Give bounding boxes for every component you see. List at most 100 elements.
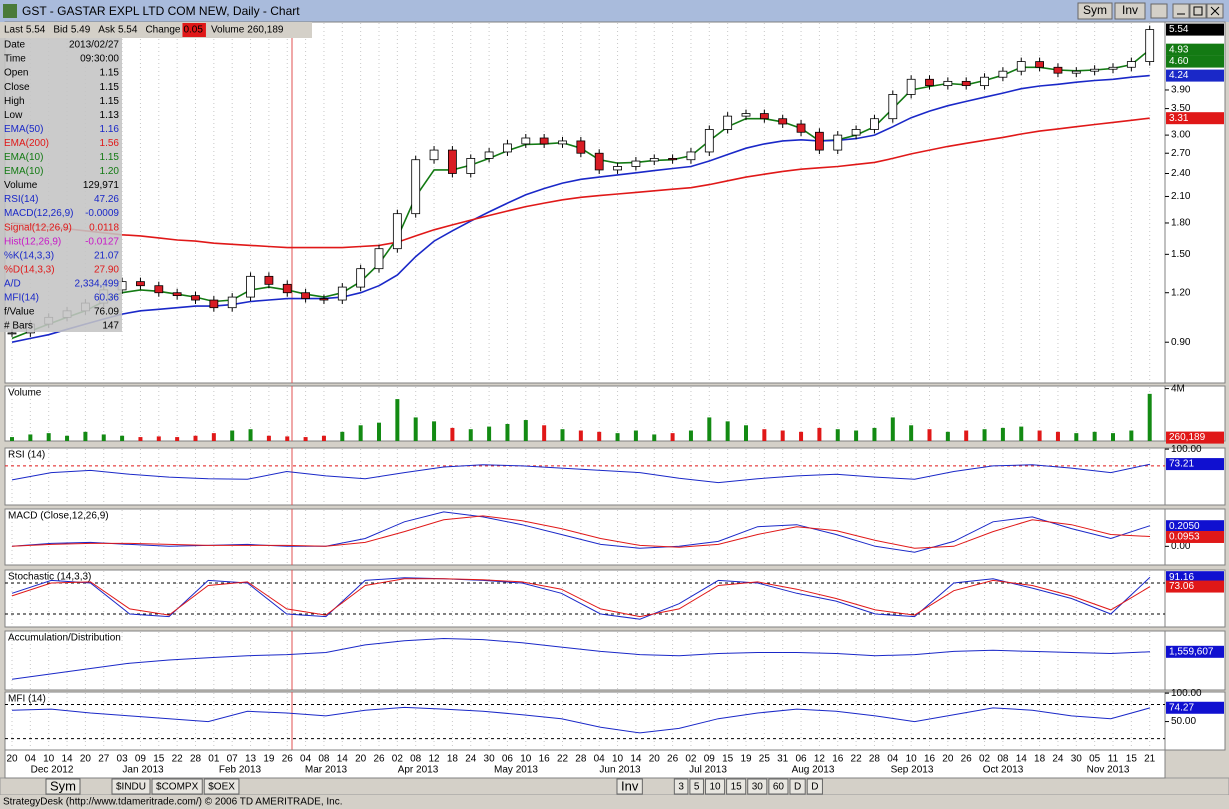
tab-label[interactable]: D xyxy=(811,782,818,793)
volume-bar xyxy=(10,437,14,441)
quote-label: Last xyxy=(4,25,23,36)
volume-bar xyxy=(28,434,33,441)
title-bar xyxy=(0,0,1229,22)
tab-label[interactable]: D xyxy=(794,782,801,793)
tab-label[interactable]: 15 xyxy=(731,782,743,793)
info-value: 1.20 xyxy=(100,166,120,177)
value-box xyxy=(1166,458,1224,471)
x-tick-label: 10 xyxy=(43,754,55,765)
x-tick-label: 26 xyxy=(667,754,679,765)
volume-bar xyxy=(817,427,822,441)
tab-label[interactable]: 60 xyxy=(773,782,785,793)
candle xyxy=(484,151,494,159)
tab[interactable] xyxy=(704,778,726,795)
tab[interactable] xyxy=(726,778,747,795)
volume-bar xyxy=(230,430,235,441)
candle xyxy=(282,283,292,294)
candle xyxy=(870,118,879,130)
axis-bg xyxy=(1164,447,1226,506)
x-tick-label: 20 xyxy=(355,754,367,765)
x-tick-label: 15 xyxy=(722,754,734,765)
tab-label[interactable]: 5 xyxy=(694,782,700,793)
tab-label[interactable]: 30 xyxy=(752,782,764,793)
candle xyxy=(943,80,953,87)
inv-button-label[interactable]: Inv xyxy=(1122,3,1138,17)
info-value: 1.15 xyxy=(100,82,120,93)
tab[interactable] xyxy=(45,778,81,795)
info-value: 2013/02/27 xyxy=(69,40,119,51)
tab-label[interactable]: 10 xyxy=(709,782,721,793)
quote-value: 5.54 xyxy=(118,25,138,36)
inv-button[interactable] xyxy=(1114,2,1146,20)
value-box-label: 0.2050 xyxy=(1169,521,1200,532)
x-tick-label: 16 xyxy=(832,754,844,765)
tab-label[interactable]: 3 xyxy=(678,782,684,793)
info-panel xyxy=(0,38,122,332)
volume-bar xyxy=(450,427,455,441)
tab[interactable] xyxy=(673,778,689,795)
tab-label[interactable]: Inv xyxy=(621,778,639,793)
volume-bar xyxy=(377,422,381,441)
tab[interactable] xyxy=(616,778,643,795)
month-label: May 2013 xyxy=(494,765,538,776)
volume-bar xyxy=(707,417,712,441)
tab[interactable] xyxy=(806,778,823,795)
window-title: GST - GASTAR EXPL LTD COM NEW, Daily - C… xyxy=(22,4,300,18)
sym-button-label[interactable]: Sym xyxy=(1083,3,1107,17)
pin-button[interactable] xyxy=(1150,3,1168,19)
info-label: %D(14,3,3) xyxy=(4,264,55,275)
volume-bar xyxy=(175,437,180,441)
info-value: 1.15 xyxy=(100,96,120,107)
tab-label[interactable]: $INDU xyxy=(116,782,146,793)
tab[interactable] xyxy=(203,778,240,795)
sym-button[interactable] xyxy=(1077,2,1113,20)
info-value: 47.26 xyxy=(94,194,119,205)
candle xyxy=(851,129,861,136)
volume-bar xyxy=(1147,393,1152,441)
candle xyxy=(154,285,164,294)
tab-label[interactable]: Sym xyxy=(50,778,76,793)
x-tick-label: 20 xyxy=(6,754,18,765)
volume-bar xyxy=(1019,426,1024,441)
volume-bar xyxy=(523,420,528,441)
info-label: EMA(10) xyxy=(4,166,43,177)
x-tick-label: 27 xyxy=(98,754,110,765)
tab[interactable] xyxy=(789,778,806,795)
x-tick-label: 11 xyxy=(1108,754,1119,765)
volume-bar xyxy=(303,437,308,441)
info-label: A/D xyxy=(4,278,21,289)
tab-label[interactable]: $COMPX xyxy=(156,782,199,793)
candle xyxy=(392,213,402,250)
change-box xyxy=(182,23,206,37)
tab[interactable] xyxy=(111,778,151,795)
series-line xyxy=(11,463,1151,484)
candle xyxy=(594,152,604,171)
month-label: Jul 2013 xyxy=(689,765,727,776)
tab[interactable] xyxy=(747,778,768,795)
candle xyxy=(503,143,512,153)
candle xyxy=(686,151,696,161)
value-box-label: 74.27 xyxy=(1169,702,1194,713)
value-box xyxy=(1166,55,1224,68)
candle xyxy=(136,281,145,287)
tab[interactable] xyxy=(689,778,704,795)
candle xyxy=(521,137,531,145)
minimize-button[interactable] xyxy=(1172,3,1190,19)
info-value: 129,971 xyxy=(83,180,120,191)
tab[interactable] xyxy=(151,778,203,795)
info-label: Volume xyxy=(4,180,38,191)
y-tick-label: 50.00 xyxy=(1171,716,1196,727)
tab[interactable] xyxy=(768,778,789,795)
candle xyxy=(980,76,989,87)
volume-bar xyxy=(633,430,638,441)
candle xyxy=(301,292,311,299)
info-label: # Bars xyxy=(4,321,33,332)
candle xyxy=(759,113,769,120)
quote-label: Volume xyxy=(211,25,245,36)
month-label: Nov 2013 xyxy=(1087,765,1130,776)
candle xyxy=(1145,29,1155,62)
maximize-button[interactable] xyxy=(1189,3,1207,19)
tab-label[interactable]: $OEX xyxy=(208,782,235,793)
value-box-label: 260,189 xyxy=(1169,432,1206,443)
series-line xyxy=(11,74,1150,343)
